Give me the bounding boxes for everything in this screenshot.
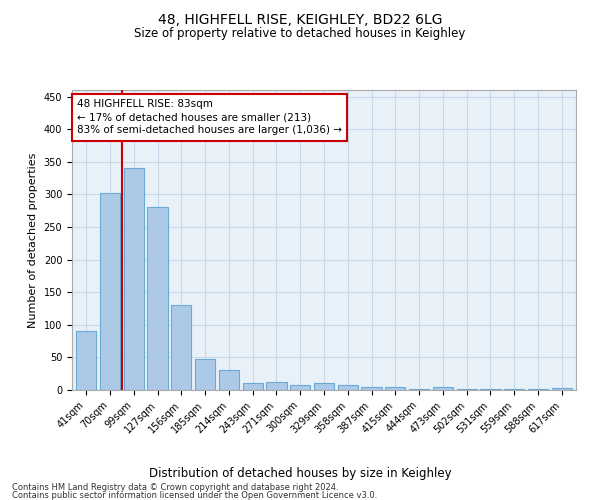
Text: Contains public sector information licensed under the Open Government Licence v3: Contains public sector information licen…	[12, 491, 377, 500]
Bar	[385, 386, 406, 390]
Text: 48 HIGHFELL RISE: 83sqm
← 17% of detached houses are smaller (213)
83% of semi-d: 48 HIGHFELL RISE: 83sqm ← 17% of detache…	[77, 99, 342, 136]
Y-axis label: Number of detached properties: Number of detached properties	[28, 152, 38, 328]
Bar	[457, 388, 477, 390]
Bar	[338, 385, 358, 390]
Bar	[219, 370, 239, 390]
Bar	[76, 332, 97, 390]
Bar	[433, 388, 453, 390]
Bar	[171, 305, 191, 390]
Bar	[551, 388, 572, 390]
Bar	[100, 193, 120, 390]
Text: 48, HIGHFELL RISE, KEIGHLEY, BD22 6LG: 48, HIGHFELL RISE, KEIGHLEY, BD22 6LG	[158, 12, 442, 26]
Text: Distribution of detached houses by size in Keighley: Distribution of detached houses by size …	[149, 468, 451, 480]
Bar	[148, 208, 167, 390]
Bar	[124, 168, 144, 390]
Bar	[361, 386, 382, 390]
Bar	[195, 360, 215, 390]
Bar	[242, 384, 263, 390]
Text: Contains HM Land Registry data © Crown copyright and database right 2024.: Contains HM Land Registry data © Crown c…	[12, 482, 338, 492]
Bar	[290, 385, 310, 390]
Bar	[314, 384, 334, 390]
Bar	[409, 388, 429, 390]
Text: Size of property relative to detached houses in Keighley: Size of property relative to detached ho…	[134, 28, 466, 40]
Bar	[266, 382, 287, 390]
